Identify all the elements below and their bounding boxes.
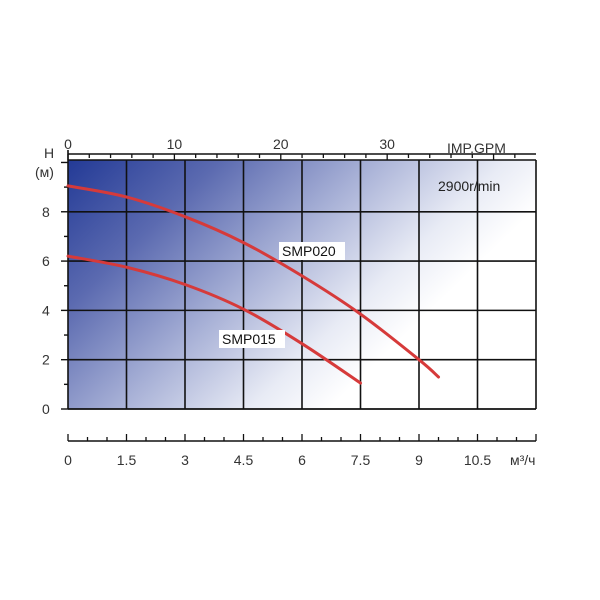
top-tick-label: 20 <box>273 136 289 152</box>
bottom-tick-label: 4.5 <box>234 452 254 468</box>
top-tick-label: 30 <box>379 136 395 152</box>
bottom-tick-label: 6 <box>298 452 306 468</box>
series-line-smp015 <box>66 254 362 385</box>
bottom-tick-label: 9 <box>415 452 423 468</box>
bottom-tick-label: 1.5 <box>117 452 137 468</box>
speed-annotation: 2900r/min <box>438 178 500 194</box>
series-label-background <box>219 330 285 348</box>
y-tick-label: 4 <box>42 302 50 318</box>
performance-curves: SMP020 SMP015 <box>66 184 440 385</box>
bottom-tick-label: 10.5 <box>464 452 491 468</box>
y-tick-label: 8 <box>42 204 50 220</box>
series-line-smp020 <box>66 184 440 379</box>
bottom-tick-label: 3 <box>181 452 189 468</box>
axis-ticks: 0 2 4 6 8 0 10 20 30 0 1.5 3 4.5 6 7.5 9 10.5 <box>42 136 537 468</box>
y-tick-label: 2 <box>42 352 50 368</box>
y-tick-label: 6 <box>42 253 50 269</box>
y-tick-label: 0 <box>42 401 50 417</box>
series-label-smp015: SMP015 <box>222 331 276 347</box>
bottom-tick-label: 7.5 <box>351 452 371 468</box>
y-axis-unit: (м) <box>35 164 54 180</box>
top-axis-title: IMP.GPM <box>447 140 506 156</box>
series-label-smp020: SMP020 <box>282 243 336 259</box>
bottom-axis-title: м³/ч <box>510 452 535 468</box>
y-axis-title: H <box>44 145 54 161</box>
top-tick-label: 10 <box>167 136 183 152</box>
bottom-tick-label: 0 <box>64 452 72 468</box>
series-label-background <box>279 242 345 260</box>
top-tick-label: 0 <box>64 136 72 152</box>
